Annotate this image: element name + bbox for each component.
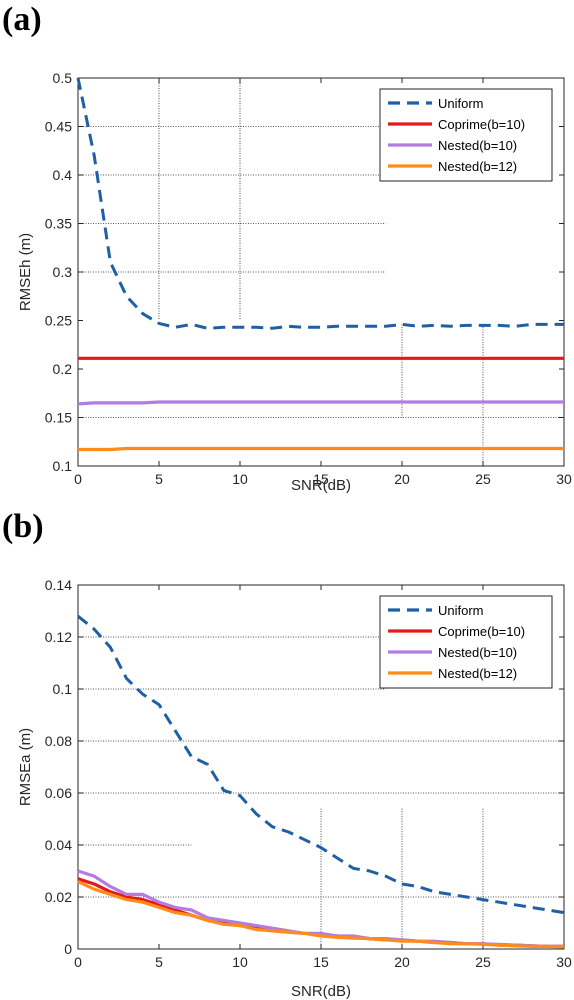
panel-label: (a) bbox=[2, 1, 42, 38]
panel-label: (b) bbox=[2, 508, 44, 545]
chart-a: (a) 0 5 10 15 20 25 30 0.1 0.15 0.2 0.25 0.3 0.35 0.4 0… bbox=[2, 1, 572, 494]
legend-entry: Uniform bbox=[438, 96, 484, 111]
legend-entry: Nested(b=12) bbox=[438, 666, 517, 681]
x-tick-label: 30 bbox=[556, 471, 572, 487]
series-line-uniform bbox=[76, 77, 564, 330]
legend-entry: Coprime(b=10) bbox=[438, 624, 525, 639]
x-tick-label: 10 bbox=[232, 471, 248, 487]
x-tick-label: 0 bbox=[74, 471, 82, 487]
legend-entry: Uniform bbox=[438, 603, 484, 618]
x-tick-label: 0 bbox=[74, 954, 82, 970]
x-tick-label: 15 bbox=[313, 471, 329, 487]
legend-entry: Nested(b=12) bbox=[438, 159, 517, 174]
x-tick-label: 20 bbox=[394, 471, 410, 487]
legend-entry: Nested(b=10) bbox=[438, 645, 517, 660]
y-tick-label: 0.15 bbox=[45, 410, 72, 426]
x-tick-label: 25 bbox=[475, 954, 491, 970]
y-tick-label: 0.1 bbox=[53, 458, 73, 474]
x-tick-label: 25 bbox=[475, 471, 491, 487]
y-tick-label: 0.45 bbox=[45, 119, 72, 135]
y-tick-label: 0 bbox=[64, 941, 72, 957]
y-tick-label: 0.12 bbox=[45, 629, 72, 645]
legend-entry: Nested(b=10) bbox=[438, 138, 517, 153]
x-tick-label: 5 bbox=[155, 954, 163, 970]
x-axis-label: SNR(dB) bbox=[291, 477, 351, 494]
series-line-uniform bbox=[77, 615, 565, 915]
y-tick-label: 0.25 bbox=[45, 313, 72, 329]
y-tick-label: 0.04 bbox=[45, 837, 72, 853]
x-tick-label: 10 bbox=[232, 954, 248, 970]
x-axis-label: SNR(dB) bbox=[291, 983, 351, 1000]
y-tick-label: 0.06 bbox=[45, 785, 72, 801]
y-tick-label: 0.3 bbox=[53, 264, 73, 280]
series-line-nested-b-10 bbox=[77, 400, 564, 406]
legend: Uniform Coprime(b=10) Nested(b=10) Nested(b… bbox=[379, 595, 553, 689]
chart-b: (b) 0 5 10 15 20 25 30 0 0.02 0.04 0.06 0.08 0.1 0.12 0… bbox=[2, 508, 572, 1000]
y-tick-label: 0.4 bbox=[53, 167, 73, 183]
series-line-nested-b-12 bbox=[77, 879, 565, 949]
y-tick-label: 0.1 bbox=[53, 681, 73, 697]
x-tick-label: 5 bbox=[155, 471, 163, 487]
x-tick-label: 20 bbox=[394, 954, 410, 970]
y-tick-label: 0.2 bbox=[53, 361, 73, 377]
legend-entry: Coprime(b=10) bbox=[438, 117, 525, 132]
y-axis-label: RMSEa (m) bbox=[17, 728, 34, 806]
y-tick-label: 0.08 bbox=[45, 733, 72, 749]
y-tick-label: 0.02 bbox=[45, 889, 72, 905]
y-tick-label: 0.5 bbox=[53, 70, 73, 86]
y-tick-label: 0.35 bbox=[45, 216, 72, 232]
legend: Uniform Coprime(b=10) Nested(b=10) Nested(b… bbox=[379, 88, 553, 182]
x-tick-label: 15 bbox=[313, 954, 329, 970]
series-line-nested-b-12 bbox=[78, 446, 564, 452]
y-axis-label: RMSEh (m) bbox=[17, 233, 34, 311]
y-tick-label: 0.14 bbox=[45, 577, 72, 593]
x-tick-label: 30 bbox=[556, 954, 572, 970]
